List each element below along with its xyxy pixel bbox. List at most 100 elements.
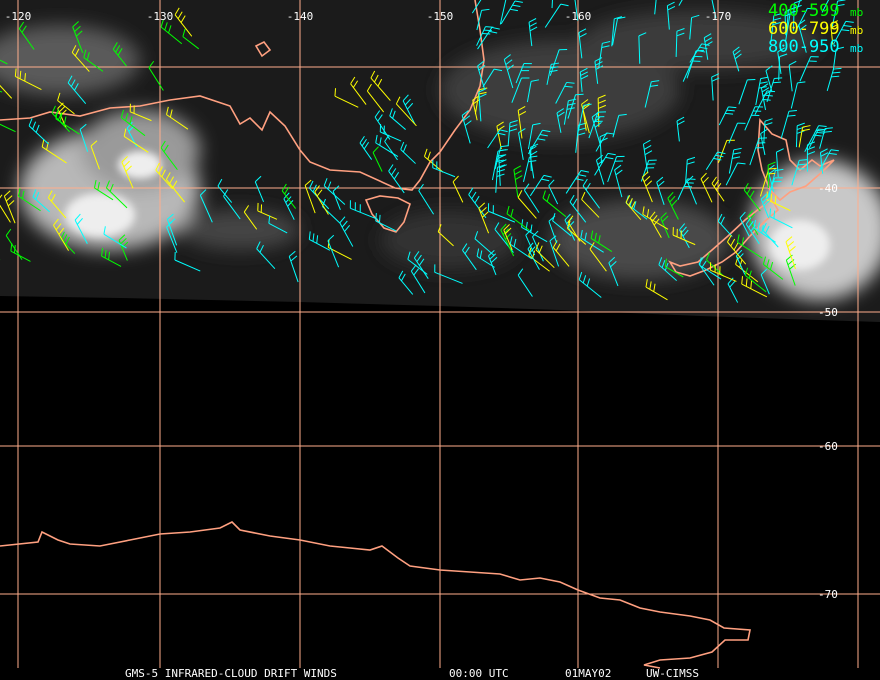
barb-flag — [645, 279, 648, 288]
barb-flag — [378, 214, 381, 223]
barb-flag — [494, 68, 503, 72]
barb-flag — [0, 194, 3, 199]
barb-flag — [5, 195, 13, 202]
barb-flag — [57, 112, 63, 120]
barb-flag — [671, 199, 678, 207]
barb-flag — [413, 268, 419, 276]
wind-barb — [644, 80, 660, 108]
barb-flag — [83, 49, 87, 58]
wind-barb — [735, 249, 746, 275]
barb-flag — [841, 29, 850, 32]
barb-flag — [566, 81, 575, 84]
barb-flag — [737, 234, 740, 243]
barb-shaft — [217, 185, 233, 203]
barb-flag — [497, 125, 505, 131]
wind-barb — [594, 152, 616, 176]
barb-flag — [807, 146, 816, 151]
barb-shaft — [0, 204, 11, 223]
barb-flag — [339, 216, 346, 224]
barb-flag — [177, 11, 183, 19]
legend: 400-599 mb 600-799 mb 800-950 mb — [768, 1, 863, 57]
wind-barb — [432, 159, 456, 178]
wind-barb — [544, 3, 569, 28]
barb-flag — [750, 280, 753, 289]
barb-flag — [762, 196, 769, 203]
barb-flag — [660, 212, 667, 219]
barb-flag — [765, 65, 773, 71]
barb-shaft — [79, 129, 89, 152]
barb-flag — [596, 154, 604, 161]
barb-flag — [65, 236, 70, 245]
barb-shaft — [517, 197, 537, 219]
wind-barb — [452, 175, 464, 203]
barb-flag — [642, 206, 645, 215]
barb-flag — [388, 164, 394, 172]
barb-flag — [728, 106, 737, 109]
wind-barb — [395, 96, 417, 127]
wind-barb — [389, 108, 406, 130]
barb-flag — [60, 231, 65, 240]
barb-flag — [704, 33, 712, 39]
barb-flag — [797, 163, 806, 166]
barb-flag — [57, 92, 61, 101]
wind-barb — [53, 218, 69, 251]
barb-flag — [597, 94, 606, 99]
barb-flag — [75, 30, 83, 37]
barb-flag — [830, 20, 838, 25]
footer-text: 00:00 UTC — [449, 667, 509, 680]
barb-flag — [658, 257, 663, 265]
barb-flag — [93, 179, 97, 188]
barb-shaft — [612, 115, 620, 138]
barb-flag — [341, 220, 348, 228]
barb-flag — [498, 159, 507, 164]
coastline-new-zealand-south — [668, 198, 780, 277]
barb-flag — [514, 170, 522, 176]
barb-flag — [748, 270, 752, 279]
wind-barb — [527, 122, 541, 150]
wind-barb — [717, 139, 735, 163]
barb-flag — [807, 151, 816, 155]
barb-shaft — [821, 0, 830, 13]
barb-flag — [597, 159, 605, 165]
barb-flag — [542, 129, 551, 133]
wind-barb — [769, 208, 793, 229]
barb-flag — [650, 84, 659, 87]
wind-barb — [625, 195, 642, 221]
wind-barb — [718, 106, 737, 126]
barb-flag — [121, 241, 129, 248]
barb-flag — [350, 76, 356, 85]
wind-barb — [388, 164, 405, 194]
barb-flag — [567, 102, 576, 106]
barb-flag — [4, 190, 11, 197]
wind-barb — [760, 83, 770, 110]
barb-flag — [777, 47, 785, 53]
wind-barb — [711, 0, 717, 19]
wind-barb — [166, 106, 189, 130]
wind-barb — [717, 213, 733, 237]
wind-barb — [499, 0, 507, 25]
barb-shaft — [0, 59, 8, 65]
wind-barb — [565, 169, 589, 194]
barb-flag — [312, 233, 315, 242]
wind-barb — [525, 229, 536, 256]
barb-flag — [649, 211, 656, 219]
footer-text: GMS-5 INFRARED-CLOUD DRIFT WINDS — [125, 667, 337, 680]
longitude-label: -150 — [427, 10, 454, 23]
wind-barb — [118, 234, 129, 261]
barb-flag — [494, 222, 500, 230]
barb-flag — [701, 43, 710, 46]
barb-flag — [482, 33, 491, 35]
barb-flag — [7, 200, 15, 207]
wind-barb — [766, 77, 783, 103]
wind-barb — [770, 13, 782, 41]
barb-flag — [123, 128, 127, 137]
barb-flag — [581, 191, 586, 200]
barb-shaft — [0, 123, 16, 133]
barb-flag — [120, 109, 124, 118]
barb-flag — [572, 198, 578, 206]
barb-flag — [774, 195, 777, 204]
wind-barb — [588, 111, 606, 139]
wind-barb — [794, 7, 816, 33]
barb-flag — [74, 48, 80, 57]
